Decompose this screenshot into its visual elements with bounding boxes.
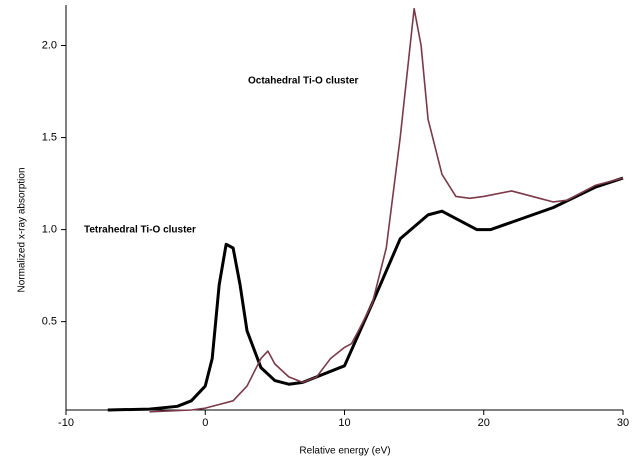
y-tick-label: 0.5 <box>42 316 57 328</box>
series-line <box>107 176 624 412</box>
x-tick-label: -10 <box>58 417 74 429</box>
x-tick-label: 10 <box>338 417 350 429</box>
y-tick-label: 2.0 <box>42 39 57 51</box>
annotation: Tetrahedral Ti-O cluster <box>84 225 196 236</box>
x-tick-label: 20 <box>478 417 490 429</box>
y-tick-label: 1.0 <box>42 223 57 235</box>
x-axis-label: Relative energy (eV) <box>299 446 390 457</box>
x-tick-label: 30 <box>617 417 629 429</box>
series-line <box>149 7 624 413</box>
y-tick-label: 1.5 <box>42 131 57 143</box>
x-tick-label: 0 <box>202 417 208 429</box>
y-axis-label: Normalized x-ray absorption <box>17 167 28 292</box>
annotation: Octahedral Ti-O cluster <box>248 76 359 87</box>
